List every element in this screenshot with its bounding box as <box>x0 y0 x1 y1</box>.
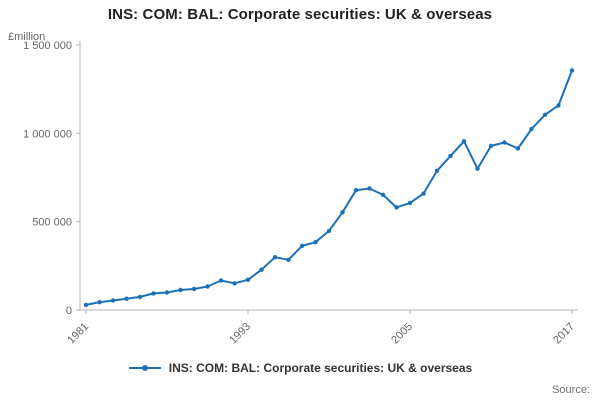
y-tick-label: 1 500 000 <box>23 40 72 52</box>
data-line <box>85 69 573 306</box>
data-point <box>286 257 291 262</box>
x-tick-label: 1981 <box>65 321 91 347</box>
y-tick-label: 0 <box>66 305 72 317</box>
data-point <box>380 192 386 197</box>
data-point <box>448 153 453 159</box>
source-label: Source: <box>552 384 590 396</box>
y-tick-label: 1 000 000 <box>23 128 72 140</box>
data-point <box>475 166 480 171</box>
data-point <box>272 255 278 260</box>
data-point <box>569 68 575 73</box>
x-tick-label: 2005 <box>389 321 415 347</box>
data-point <box>97 300 102 305</box>
legend-label: INS: COM: BAL: Corporate securities: UK … <box>168 361 473 375</box>
data-point <box>313 240 318 245</box>
data-point <box>218 278 224 283</box>
data-point <box>205 284 210 289</box>
data-point <box>326 228 332 234</box>
data-point <box>245 277 251 282</box>
data-point <box>191 286 197 292</box>
data-point <box>407 200 413 206</box>
data-point <box>367 186 372 191</box>
data-point <box>529 126 534 132</box>
data-point <box>151 291 156 296</box>
data-point <box>421 191 426 196</box>
data-point <box>461 139 467 144</box>
data-point <box>124 296 129 301</box>
x-tick-label: 1993 <box>227 321 253 347</box>
chart-title: INS: COM: BAL: Corporate securities: UK … <box>107 6 493 23</box>
y-tick-label: 500 000 <box>32 217 72 229</box>
y-axis-unit-label: £million <box>8 31 46 43</box>
data-point <box>178 287 183 293</box>
data-point <box>394 205 399 210</box>
data-point <box>299 243 305 249</box>
data-point <box>83 302 89 308</box>
data-point <box>164 290 170 295</box>
data-point <box>556 103 561 108</box>
data-point <box>340 210 345 215</box>
data-point <box>259 267 264 272</box>
data-point <box>353 188 359 193</box>
data-point <box>137 294 143 300</box>
legend: INS: COM: BAL: Corporate securities: UK … <box>0 361 600 375</box>
legend-line-symbol <box>128 365 161 371</box>
line-chart: 0 500 000 1 000 000 1 500 000 1981 1993 2005 20… <box>23 40 578 347</box>
data-point <box>110 298 116 303</box>
x-tick-label: 2017 <box>551 321 577 347</box>
data-point <box>434 168 440 173</box>
data-point <box>502 140 507 145</box>
data-point <box>488 143 494 149</box>
data-point <box>232 281 237 286</box>
data-point <box>515 146 521 151</box>
data-point <box>542 112 548 118</box>
